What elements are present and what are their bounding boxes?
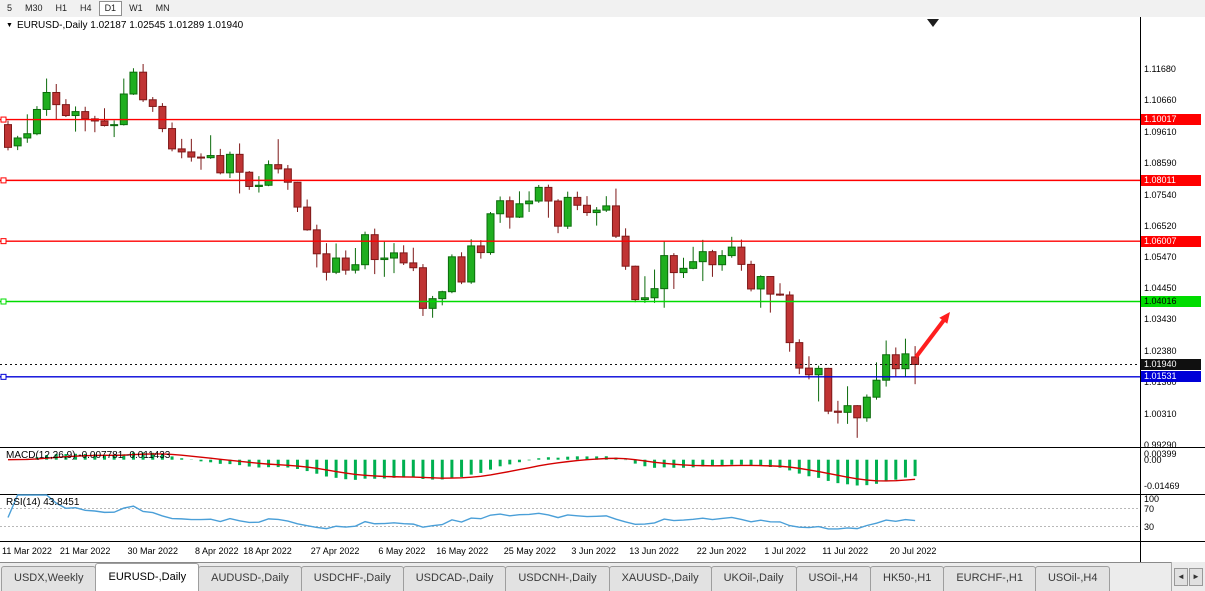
tab-usdchf-daily[interactable]: USDCHF-,Daily <box>300 566 404 591</box>
line-anchor-icon <box>0 177 7 184</box>
chart-title: EURUSD-,Daily 1.02187 1.02545 1.01289 1.… <box>16 20 244 31</box>
tab-label: USDCNH-,Daily <box>518 572 597 584</box>
timeframe-button-5[interactable]: 5 <box>7 3 13 13</box>
tab-label: USOil-,H4 <box>808 572 859 584</box>
tab-label: AUDUSD-,Daily <box>211 572 289 584</box>
tab-ukoil-daily[interactable]: UKOil-,Daily <box>710 566 797 591</box>
tab-usdcad-daily[interactable]: USDCAD-,Daily <box>402 566 507 591</box>
tab-label: UKOil-,Daily <box>723 572 784 584</box>
tab-usoil-h4[interactable]: USOil-,H4 <box>1034 566 1111 591</box>
tab-label: USDCAD-,Daily <box>415 572 494 584</box>
chart-tab-bar: USDX,Weekly EURUSD-,Daily AUDUSD-,Daily USD… <box>0 562 1205 591</box>
macd-signal-line <box>7 453 916 482</box>
tab-scroll-left-icon[interactable]: ◄ <box>1174 567 1188 586</box>
macd-indicator-label: MACD(12,26,9) -0.007781 -0.011433 <box>6 450 171 461</box>
line-anchor-icon <box>0 238 7 245</box>
timeframe-button-d1[interactable]: D1 <box>98 1 123 16</box>
chart-header: ▼ EURUSD-,Daily 1.02187 1.02545 1.01289 … <box>6 20 243 31</box>
timeframe-toolbar: 5 M30 H1 H4 D1 W1 MN <box>0 0 1205 17</box>
trend-arrow-icon[interactable] <box>914 318 946 359</box>
timeframe-button-m30[interactable]: M30 <box>25 3 43 13</box>
timeframe-button-h4[interactable]: H4 <box>80 3 92 13</box>
tab-scroll-controls: ◄ ► <box>1171 562 1205 591</box>
timeframe-button-mn[interactable]: MN <box>155 3 170 13</box>
candlestick-series <box>4 63 920 438</box>
trend-arrow-head-icon <box>939 312 950 324</box>
tab-audusd-daily[interactable]: AUDUSD-,Daily <box>198 566 302 591</box>
timeframe-button-w1[interactable]: W1 <box>129 3 143 13</box>
rsi-line <box>7 494 916 530</box>
tab-xauusd-daily[interactable]: XAUUSD-,Daily <box>608 566 712 591</box>
line-anchor-icon <box>0 373 7 380</box>
tab-label: EURUSD-,Daily <box>108 571 187 583</box>
tab-label: USOil-,H4 <box>1047 572 1098 584</box>
chart-marker-icon: ▼ <box>6 21 13 29</box>
macd-histogram <box>16 452 917 486</box>
tab-usoil-h4[interactable]: USOil-,H4 <box>795 566 872 591</box>
timeframe-button-h1[interactable]: H1 <box>55 3 68 13</box>
tab-eurchf-h1[interactable]: EURCHF-,H1 <box>943 566 1036 591</box>
tab-usdx-weekly[interactable]: USDX,Weekly <box>1 566 97 591</box>
tab-label: XAUUSD-,Daily <box>621 572 699 584</box>
tab-hk50-h1[interactable]: HK50-,H1 <box>870 566 945 591</box>
tab-label: USDX,Weekly <box>14 572 84 584</box>
scroll-end-marker-icon[interactable] <box>927 19 939 27</box>
line-anchor-icon <box>0 116 7 123</box>
rsi-indicator-label: RSI(14) 43.8451 <box>6 497 80 508</box>
tab-label: HK50-,H1 <box>883 572 932 584</box>
line-anchor-icon <box>0 298 7 305</box>
tab-label: USDCHF-,Daily <box>313 572 391 584</box>
tab-scroll-right-icon[interactable]: ► <box>1189 567 1203 586</box>
tab-usdcnh-daily[interactable]: USDCNH-,Daily <box>505 566 610 591</box>
tab-label: EURCHF-,H1 <box>956 572 1023 584</box>
tab-eurusd-daily[interactable]: EURUSD-,Daily <box>95 563 200 591</box>
